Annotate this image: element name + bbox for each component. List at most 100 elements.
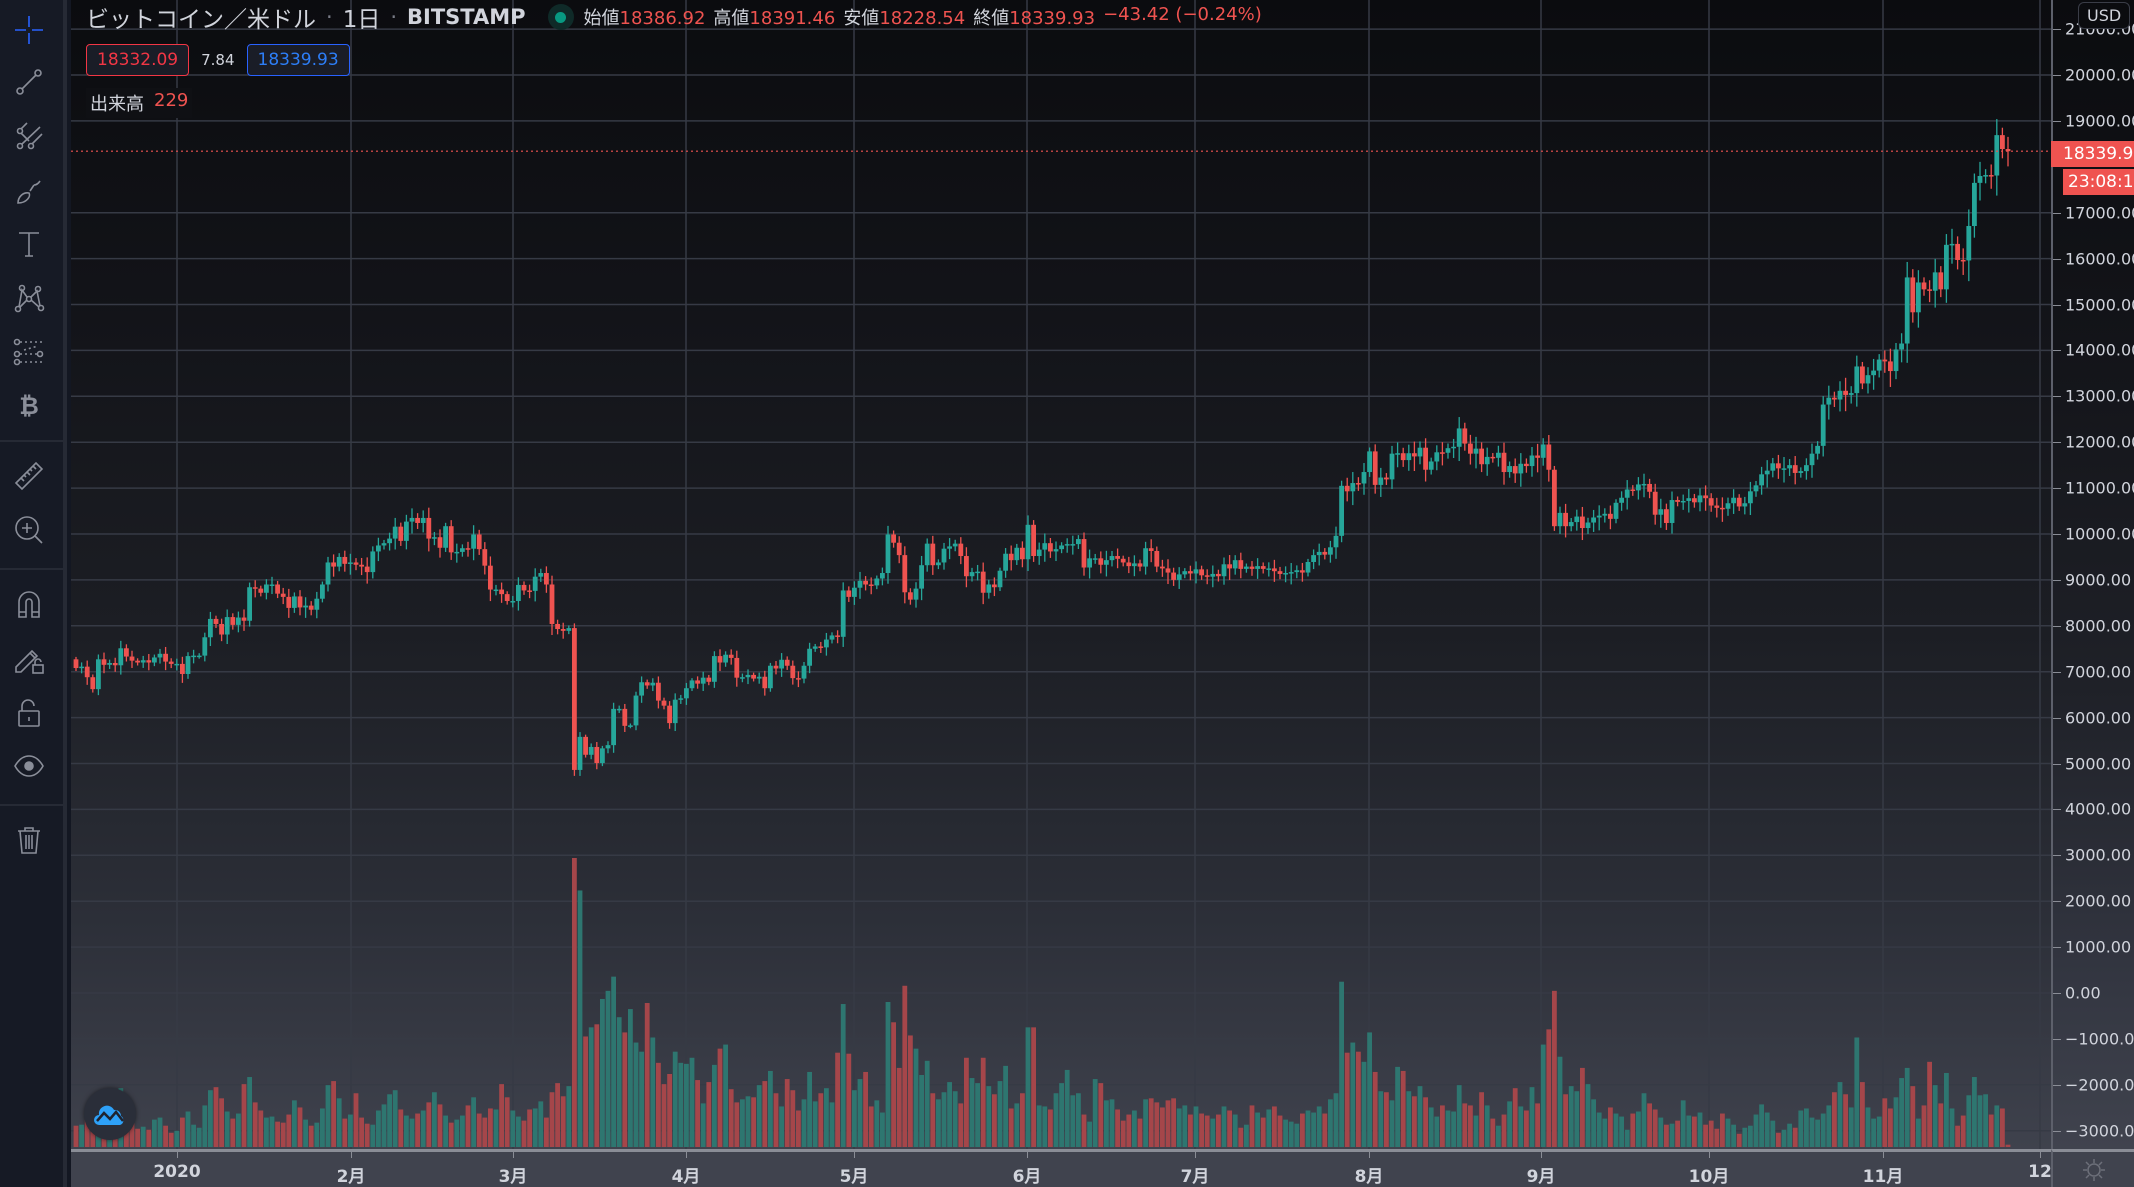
price-tick	[2053, 488, 2061, 490]
time-tick-label: 7月	[1180, 1167, 1210, 1187]
candle-body	[1871, 370, 1876, 376]
volume-bar	[168, 1132, 174, 1147]
candle-body	[1462, 428, 1468, 444]
candle-body	[252, 587, 258, 589]
candle-body	[1160, 566, 1165, 569]
candlestick-plot[interactable]	[71, 0, 2051, 1149]
volume-bar	[376, 1110, 381, 1147]
candle-body	[387, 538, 392, 544]
volume-bar	[1020, 1093, 1025, 1147]
prediction-icon[interactable]	[9, 332, 49, 372]
volume-bar	[1042, 1106, 1048, 1147]
volume-bar	[1277, 1115, 1283, 1147]
pitchfork-icon[interactable]	[9, 116, 49, 156]
volume-bar	[958, 1103, 964, 1147]
sell-button[interactable]: 18332.09	[86, 44, 190, 76]
volume-bar	[572, 858, 577, 1147]
candle-body	[1697, 495, 1703, 503]
unlock-icon[interactable]	[9, 692, 49, 732]
candle-body	[1557, 512, 1563, 527]
crosshair-icon[interactable]	[9, 10, 49, 50]
volume-bar	[1193, 1106, 1199, 1147]
volume-bar	[773, 1093, 779, 1147]
candle-body	[1546, 444, 1552, 470]
candle-body	[1305, 561, 1311, 573]
volume-bar	[1932, 1085, 1938, 1147]
volume-bar	[1445, 1110, 1451, 1147]
candle-body	[1468, 443, 1473, 454]
time-axis[interactable]: 2020 2月 3月 4月 5月 6月 7月 8月 9月 10月 11月 12	[71, 1149, 2052, 1187]
price-tick-label: 16000.00	[2065, 249, 2134, 269]
volume-legend[interactable]: 出来高 229	[86, 88, 193, 118]
trend-line-icon[interactable]	[9, 62, 49, 102]
candle-body	[846, 590, 852, 597]
time-tick	[2040, 1152, 2041, 1158]
magnet-icon[interactable]	[9, 584, 49, 624]
volume-bar	[521, 1120, 527, 1147]
candle-body	[1832, 397, 1837, 400]
candle-body	[583, 736, 588, 755]
candle-body	[1972, 182, 1977, 227]
price-tick	[2053, 396, 2061, 398]
chart-settings-button[interactable]	[2051, 1149, 2134, 1187]
volume-bar	[224, 1111, 230, 1147]
trash-icon[interactable]	[9, 820, 49, 860]
volume-bar	[84, 1112, 90, 1147]
candle-body	[1176, 574, 1182, 580]
bitcoin-icon[interactable]: ₿	[9, 386, 49, 426]
buy-button[interactable]: 18339.93	[246, 44, 350, 76]
price-tick	[2053, 993, 2061, 994]
toolbar-divider	[0, 568, 63, 570]
zoom-in-icon[interactable]	[9, 510, 49, 550]
candle-body	[1417, 447, 1423, 457]
volume-bar	[818, 1093, 824, 1147]
candle-body	[280, 593, 286, 597]
price-tick	[2053, 809, 2061, 811]
volume-bar	[1540, 1044, 1546, 1147]
eye-icon[interactable]	[9, 746, 49, 786]
volume-bar	[219, 1098, 224, 1147]
market-status-indicator[interactable]	[547, 4, 574, 30]
currency-button[interactable]: USD	[2078, 2, 2131, 29]
symbol-name[interactable]: ビットコイン／米ドル	[86, 7, 316, 33]
tradingview-logo[interactable]	[84, 1088, 136, 1140]
volume-bar	[980, 1057, 986, 1147]
candle-body	[868, 584, 874, 586]
toolbar-divider	[0, 804, 63, 806]
interval[interactable]: 1日	[342, 7, 381, 33]
candle-body	[1081, 539, 1087, 568]
price-axis[interactable]: 21000.00 20000.00 19000.00 17000.00 16000.00…	[2051, 0, 2134, 1149]
volume-bar	[1563, 1094, 1568, 1147]
volume-bar	[1098, 1083, 1104, 1147]
price-tick-label: 15000.00	[2065, 295, 2134, 314]
volume-bar	[1776, 1132, 1781, 1147]
lock-drawings-icon[interactable]	[9, 638, 49, 678]
ruler-icon[interactable]	[9, 456, 49, 496]
volume-bar	[1064, 1069, 1070, 1147]
chart-pane[interactable]	[71, 0, 2051, 1149]
candle-body	[370, 551, 376, 573]
candle-body	[936, 562, 941, 566]
svg-text:₿: ₿	[19, 392, 39, 420]
volume-bar	[908, 1035, 913, 1147]
candle-body	[1356, 483, 1361, 485]
volume-bar	[880, 1112, 885, 1147]
volume-bar	[1921, 1105, 1927, 1147]
brush-icon[interactable]	[9, 170, 49, 210]
volume-bar	[269, 1116, 275, 1147]
volume-bar	[1585, 1084, 1591, 1147]
volume-bar	[762, 1081, 768, 1147]
volume-bar	[969, 1078, 975, 1147]
pattern-icon[interactable]	[9, 278, 49, 318]
candle-body	[140, 660, 146, 663]
volume-bar	[236, 1113, 241, 1147]
candle-body	[667, 705, 672, 724]
candle-body	[992, 584, 997, 588]
text-icon[interactable]	[9, 224, 49, 264]
volume-bar	[1552, 990, 1557, 1147]
candle-body	[325, 562, 331, 585]
volume-bar	[689, 1057, 695, 1147]
volume-bar	[1781, 1129, 1787, 1147]
volume-bar	[1288, 1121, 1294, 1147]
toolbar-divider	[0, 440, 63, 442]
